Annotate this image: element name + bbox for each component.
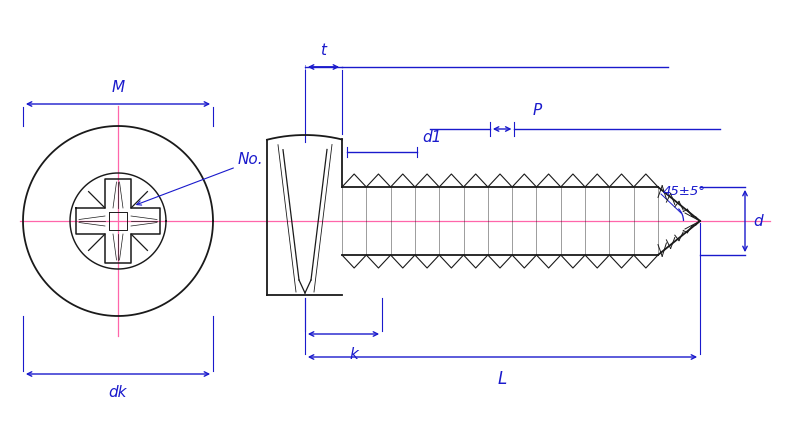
Text: t: t — [321, 43, 326, 58]
Text: d1: d1 — [422, 130, 442, 145]
Text: k: k — [349, 346, 358, 361]
Text: M: M — [111, 80, 125, 95]
Text: L: L — [498, 369, 507, 387]
Text: 45±5°: 45±5° — [663, 185, 706, 198]
Text: d: d — [753, 214, 762, 229]
Text: dk: dk — [109, 384, 127, 399]
Text: P: P — [533, 103, 542, 118]
Text: No.: No. — [238, 152, 264, 167]
